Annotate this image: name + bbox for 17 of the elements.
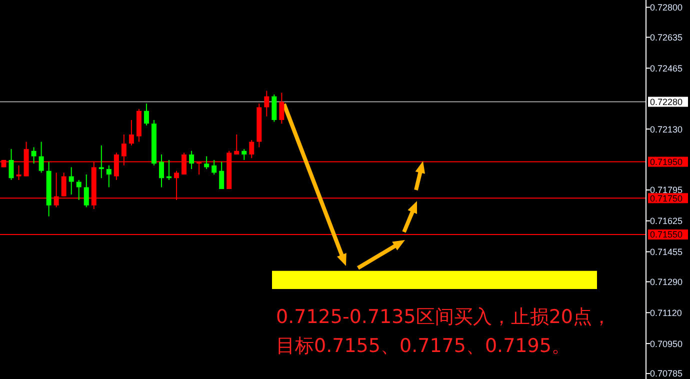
y-tick-label: 0.71120	[650, 308, 682, 318]
ref-line-label: 0.71550	[650, 230, 683, 240]
y-tick-label: 0.70785	[650, 368, 683, 379]
ref-line-label: 0.71950	[650, 156, 683, 167]
y-tick-label: 0.71795	[650, 185, 683, 196]
y-tick-label: 0.72465	[650, 63, 683, 74]
ref-line-label: 0.72280	[650, 96, 683, 107]
ref-line-label: 0.71750	[650, 193, 683, 204]
y-tick-label: 0.72130	[650, 124, 683, 134]
y-tick-label: 0.72800	[650, 2, 683, 12]
y-tick-label: 0.72635	[650, 32, 683, 42]
annotation: 目标0.7155、0.7175、0.7195。	[276, 335, 570, 357]
y-tick-label: 0.71625	[650, 216, 683, 226]
y-tick-label: 0.71455	[650, 246, 683, 257]
y-tick-label: 0.71290	[650, 276, 683, 287]
y-tick-label: 0.70950	[650, 338, 683, 349]
annotation: 0.7125-0.7135区间买入，止损20点，	[276, 306, 611, 328]
